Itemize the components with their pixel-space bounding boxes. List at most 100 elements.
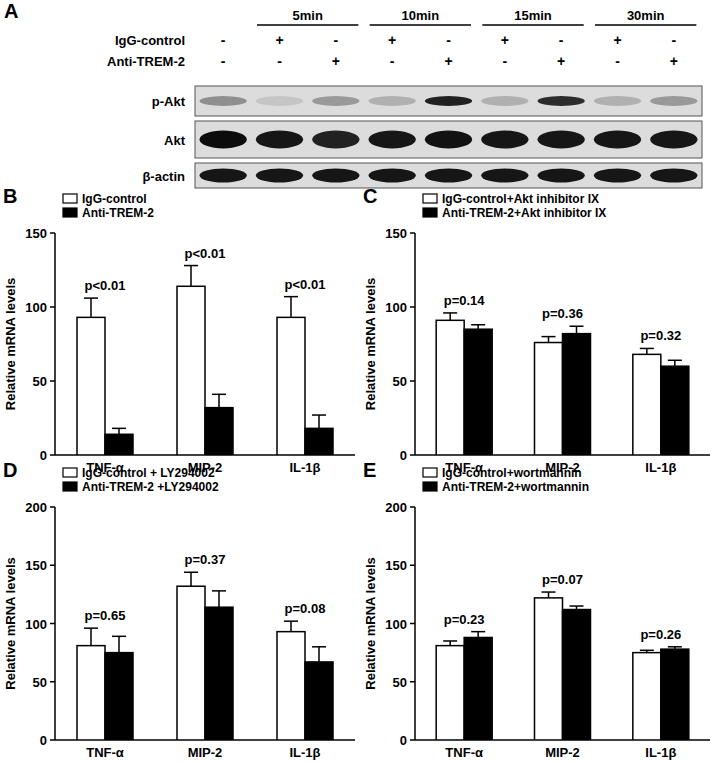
error-cap bbox=[640, 348, 654, 350]
error-cap bbox=[112, 636, 126, 638]
error-stem bbox=[218, 591, 220, 607]
x-tick-label: MIP-2 bbox=[188, 745, 223, 760]
y-tick bbox=[50, 380, 55, 382]
panel-label: B bbox=[3, 185, 17, 207]
time-underline bbox=[482, 24, 583, 26]
band bbox=[425, 169, 472, 183]
plot-area bbox=[436, 313, 689, 455]
error-cap bbox=[570, 325, 584, 327]
error-cap bbox=[471, 324, 485, 326]
error-cap bbox=[668, 646, 682, 648]
y-tick bbox=[410, 623, 415, 625]
annotation: p=0.23 bbox=[444, 612, 485, 627]
band bbox=[369, 169, 416, 183]
error-cap bbox=[212, 590, 226, 592]
bar bbox=[77, 646, 105, 740]
error-stem bbox=[449, 313, 451, 320]
y-tick bbox=[410, 739, 415, 741]
legend-label: Anti-TREM-2 +LY294002 bbox=[82, 480, 219, 494]
bar bbox=[633, 653, 661, 740]
band bbox=[312, 131, 359, 149]
error-cap bbox=[443, 312, 457, 314]
band bbox=[538, 96, 585, 106]
figure: A5min10min15min30minIgG-control-+-+-+-+-… bbox=[0, 0, 724, 763]
bar bbox=[563, 610, 591, 740]
y-tick-label: 0 bbox=[400, 448, 407, 463]
y-tick bbox=[410, 232, 415, 234]
x-tick-label: IL-1β bbox=[289, 745, 320, 760]
y-tick bbox=[50, 506, 55, 508]
error-bar bbox=[570, 606, 584, 609]
annotation: p=0.32 bbox=[640, 328, 681, 343]
band bbox=[650, 96, 697, 106]
y-tick bbox=[50, 565, 55, 567]
bar bbox=[633, 354, 661, 455]
sign: + bbox=[557, 53, 565, 69]
legend-label: IgG-control+wortmannin bbox=[442, 466, 582, 480]
error-bar bbox=[443, 641, 457, 646]
error-bar bbox=[640, 348, 654, 354]
sign: + bbox=[613, 32, 621, 48]
band-label: p-Akt bbox=[152, 94, 186, 109]
y-tick bbox=[50, 623, 55, 625]
bar bbox=[177, 586, 205, 740]
annotation: p=0.36 bbox=[542, 306, 583, 321]
error-stem bbox=[477, 632, 479, 638]
y-tick-label: 100 bbox=[385, 617, 407, 632]
y-tick-label: 100 bbox=[25, 300, 47, 315]
sign: - bbox=[502, 53, 507, 69]
axis-title: Relative mRNA levels bbox=[3, 557, 18, 689]
error-bar bbox=[84, 298, 98, 317]
error-stem bbox=[646, 348, 648, 354]
panel: ERelative mRNA levels050100150200TNF-αp=… bbox=[363, 459, 710, 760]
y-tick bbox=[410, 565, 415, 567]
annotation: p<0.01 bbox=[185, 246, 226, 261]
error-bar bbox=[184, 266, 198, 287]
error-cap bbox=[212, 394, 226, 396]
time-label: 10min bbox=[402, 8, 440, 23]
y-tick bbox=[50, 454, 55, 456]
annotation: p=0.14 bbox=[444, 293, 486, 308]
bar bbox=[436, 646, 464, 740]
error-stem bbox=[290, 297, 292, 318]
x-tick-label: IL-1β bbox=[645, 460, 676, 475]
panel-label: E bbox=[363, 459, 376, 481]
error-stem bbox=[548, 592, 550, 598]
bar bbox=[436, 320, 464, 455]
bar bbox=[535, 343, 563, 455]
band bbox=[594, 131, 641, 149]
error-bar bbox=[112, 636, 126, 652]
band bbox=[369, 131, 416, 149]
error-bar bbox=[640, 650, 654, 652]
annotation: p<0.01 bbox=[85, 278, 126, 293]
bar bbox=[464, 637, 492, 740]
time-underline bbox=[595, 24, 696, 26]
x-tick-label: TNF-α bbox=[445, 745, 483, 760]
error-cap bbox=[112, 428, 126, 430]
legend-swatch bbox=[63, 194, 77, 203]
y-tick-label: 50 bbox=[33, 675, 47, 690]
x-tick-label: IL-1β bbox=[289, 460, 320, 475]
time-underline bbox=[370, 24, 471, 26]
bar bbox=[177, 286, 205, 455]
y-axis bbox=[414, 233, 416, 455]
y-tick-label: 150 bbox=[385, 558, 407, 573]
sign: + bbox=[275, 32, 283, 48]
error-cap bbox=[84, 627, 98, 629]
treatment-label: Anti-TREM-2 bbox=[107, 54, 185, 69]
sign: - bbox=[446, 32, 451, 48]
axis-title: Relative mRNA levels bbox=[3, 278, 18, 410]
y-axis bbox=[54, 233, 56, 455]
axis-title: Relative mRNA levels bbox=[363, 278, 378, 410]
error-stem bbox=[218, 394, 220, 407]
error-cap bbox=[570, 605, 584, 607]
x-tick-label: IL-1β bbox=[645, 745, 676, 760]
sign: - bbox=[277, 53, 282, 69]
bar bbox=[464, 329, 492, 455]
error-bar bbox=[184, 572, 198, 586]
error-cap bbox=[542, 591, 556, 593]
error-stem bbox=[548, 337, 550, 343]
error-stem bbox=[318, 647, 320, 662]
error-cap bbox=[640, 650, 654, 652]
y-tick bbox=[410, 380, 415, 382]
